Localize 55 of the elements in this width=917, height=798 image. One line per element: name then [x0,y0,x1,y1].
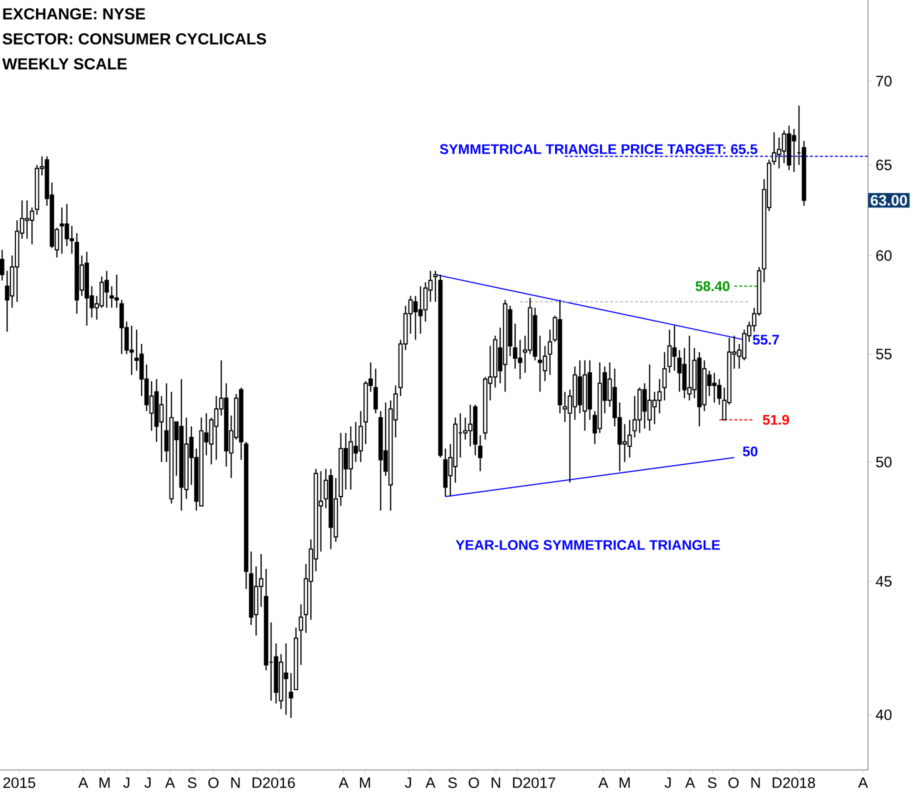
x-tick-label: A [338,777,349,788]
x-tick-label: D [513,777,522,788]
y-tick-label: 55 [876,348,892,360]
x-tick-label: N [231,777,240,788]
x-tick-label: J [123,777,130,788]
y-tick-label: 60 [876,250,892,261]
x-tick-label: S [708,777,716,788]
x-tick-label: A [165,777,175,788]
candlestick [662,351,667,401]
x-tick-label: 2016 [263,777,295,788]
x-tick-label: O [468,777,479,788]
x-tick-label: A [858,777,868,788]
annotation: 63.00 [870,195,907,206]
x-tick-label: N [492,777,500,788]
y-tick-label: 65 [876,160,892,170]
x-tick-label: A [598,777,608,788]
annotation: SECTOR: CONSUMER CYCLICALS [2,33,266,44]
candlestick [288,672,294,718]
x-tick-label: J [664,777,671,788]
x-tick-label: D [252,777,262,788]
candlestick [548,329,552,376]
x-tick-label: 2015 [3,777,36,788]
x-tick-label: A [78,777,88,788]
x-tick-label: O [728,777,739,788]
x-tick-label: M [100,777,110,788]
candlestick [373,368,378,414]
series-label: 58.40 [696,281,730,292]
y-tick-label: 50 [876,456,892,468]
x-tick-label: A [685,777,696,788]
series-label: 51.9 [762,414,790,425]
x-tick-label: M [620,777,630,788]
x-tick-label: 2017 [523,777,556,788]
annotation: WEEKLY SCALE [2,58,127,70]
x-tick-label: S [188,777,196,788]
x-tick-label: A [425,777,436,788]
x-tick-label: O [208,777,219,788]
x-tick-label: D [772,777,782,788]
y-tick-label: 40 [876,709,892,720]
x-tick-label: M [360,777,370,788]
series-label: SYMMETRICAL TRIANGLE PRICE TARGET: 65.5 [440,144,758,154]
candlestick [298,604,304,666]
candlestick [0,249,4,282]
x-tick-label: J [144,777,151,788]
series-label: 55.7 [752,334,779,345]
candlestick [433,270,438,302]
x-tick-label: 2018 [783,777,815,788]
annotation: YEAR-LONG SYMMETRICAL TRIANGLE [456,540,720,550]
x-tick-label: J [404,777,412,788]
series-label: 50 [742,446,758,456]
annotation: EXCHANGE: NYSE [3,8,146,20]
x-tick-label: N [751,777,760,788]
y-tick-label: 70 [876,76,892,86]
candlestick [478,434,482,472]
x-tick-label: S [448,777,457,788]
y-tick-label: 45 [876,576,892,587]
